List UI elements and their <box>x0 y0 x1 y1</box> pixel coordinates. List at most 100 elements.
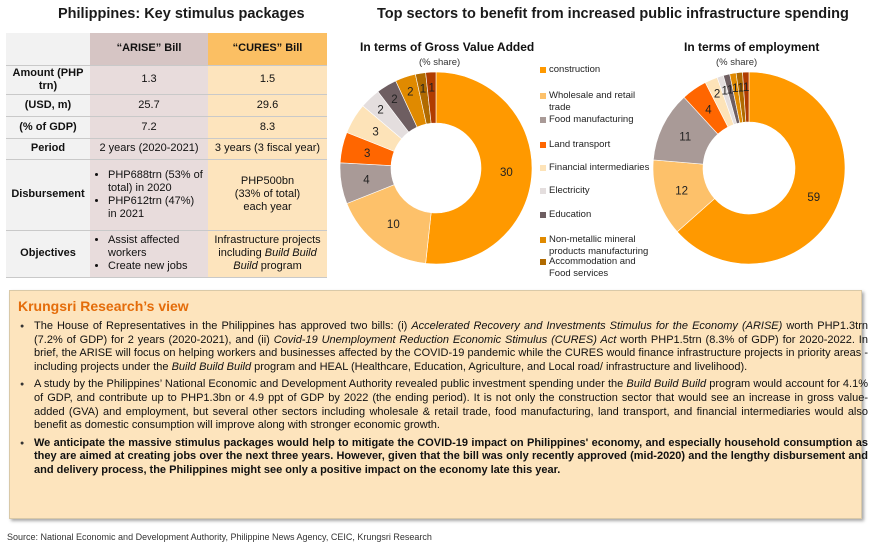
donut-data-label: 59 <box>807 192 820 204</box>
research-bullets: The House of Representatives in the Phil… <box>18 320 868 482</box>
text-italic: Accelerated Recovery and Investments Sti… <box>411 320 783 332</box>
row-label: Objectives <box>6 230 90 278</box>
cell-text-italic: Build Build Build <box>233 247 317 272</box>
legend-label: construction <box>549 64 601 75</box>
row-label: Amount (PHP trn) <box>6 65 90 95</box>
legend-swatch <box>540 188 546 194</box>
legend-item: Financial intermediaries <box>540 162 649 174</box>
donut-data-label: 1 <box>738 82 744 94</box>
donut-slice <box>425 71 437 124</box>
table-row: (% of GDP) 7.2 8.3 <box>6 116 327 139</box>
charts-title: Top sectors to benefit from increased pu… <box>377 6 849 22</box>
legend-label: Accommodation and Food services <box>549 256 636 279</box>
donut-data-label: 4 <box>705 105 712 117</box>
legend-label: Financial intermediaries <box>549 162 650 173</box>
donut-data-label: 1 <box>428 83 434 95</box>
donut-data-label: 10 <box>387 219 400 231</box>
text-italic: Build Build Build <box>626 378 707 391</box>
legend-swatch <box>540 142 546 148</box>
text: program and HEAL (Healthcare, Education,… <box>251 360 748 373</box>
legend-item: Food manufacturing <box>540 114 634 126</box>
list-item: PHP688trn (53% of total) in 2020 <box>108 169 204 195</box>
legend-item: Electricity <box>540 185 590 197</box>
text: The House of Representatives in the Phil… <box>34 320 412 332</box>
donut-data-label: 1 <box>722 86 728 98</box>
donut-slice <box>742 71 750 123</box>
list-item: PHP612trn (47%) in 2021 <box>108 195 204 221</box>
table-row: (USD, m) 25.7 29.6 <box>6 94 327 117</box>
research-bullet: A study by the Philippines’ National Eco… <box>20 378 869 432</box>
emp-chart-title: In terms of employment <box>684 40 820 54</box>
text-italic: Build Build Build <box>171 360 252 373</box>
gva-chart-title: In terms of Gross Value Added <box>360 40 535 54</box>
text: program would account for 4.1% of GDP, a… <box>34 378 869 432</box>
donut-data-label: 12 <box>675 185 688 197</box>
cell-line: PHP500bn <box>240 175 295 187</box>
donut-data-label: 30 <box>500 167 513 179</box>
legend-swatch <box>540 117 546 123</box>
donut-data-label: 11 <box>679 132 691 144</box>
source-note: Source: National Economic and Developmen… <box>7 532 432 542</box>
legend-label: Education <box>549 209 592 220</box>
legend-item: construction <box>540 64 600 76</box>
donut-data-label: 4 <box>363 174 370 186</box>
text: worth PHP1.3trn (7.2% of GDP) for 2 year… <box>34 320 869 346</box>
text-italic: Covid-19 Unemployment Reduction Economic… <box>273 333 617 346</box>
donut-slice <box>425 71 533 265</box>
legend-swatch <box>540 93 546 99</box>
table-title: Philippines: Key stimulus packages <box>58 6 305 22</box>
donut-data-label: 2 <box>407 87 413 99</box>
table-row-objectives: Objectives Assist affected workers Creat… <box>6 230 327 278</box>
stimulus-table: “ARISE” Bill “CURES” Bill Amount (PHP tr… <box>6 33 327 278</box>
research-bullet: The House of Representatives in the Phil… <box>20 320 869 374</box>
cell-cures: 29.6 <box>208 94 327 117</box>
research-view-box: Krungsri Research’s view The House of Re… <box>9 290 868 519</box>
cell-arise: 25.7 <box>90 94 208 117</box>
table-row: Period 2 years (2020-2021) 3 years (3 fi… <box>6 138 327 160</box>
legend-label: Land transport <box>549 139 611 150</box>
donut-data-label: 1 <box>732 83 738 95</box>
donut-data-label: 1 <box>420 84 426 96</box>
cell-arise: Assist affected workers Create new jobs <box>90 230 208 278</box>
text: worth PHP1.5trn (8.3% of GDP) for 2020-2… <box>34 333 868 373</box>
donut-data-label: 1 <box>727 84 733 96</box>
donut-data-label: 3 <box>372 127 378 139</box>
legend-item: Land transport <box>540 139 610 151</box>
header-corner <box>6 33 90 66</box>
cell-cures: 3 years (3 fiscal year) <box>208 138 327 160</box>
row-label: Disbursement <box>6 159 90 231</box>
legend-item: Education <box>540 209 591 221</box>
legend-swatch <box>540 237 546 243</box>
donut-data-label: 2 <box>391 94 397 106</box>
cell-text: program <box>257 260 302 272</box>
cell-text: Infrastructure projects including <box>214 234 321 259</box>
cell-arise: PHP688trn (53% of total) in 2020 PHP612t… <box>90 159 208 231</box>
donut-data-label: 1 <box>743 82 749 94</box>
legend-swatch <box>540 165 546 171</box>
list-item: Assist affected workers <box>108 234 204 260</box>
cell-arise: 7.2 <box>90 116 208 139</box>
donut-data-label: 2 <box>714 89 720 101</box>
cell-line: each year <box>243 201 292 213</box>
cell-cures: 1.5 <box>208 65 327 95</box>
donut-slice <box>676 71 846 265</box>
emp-share-label: (% share) <box>716 57 758 68</box>
cell-cures: 8.3 <box>208 116 327 139</box>
row-label: Period <box>6 138 90 160</box>
table-row: Amount (PHP trn) 1.3 1.5 <box>6 65 327 95</box>
header-cures: “CURES” Bill <box>208 33 327 66</box>
row-label: (USD, m) <box>6 94 90 117</box>
legend-swatch <box>540 259 546 265</box>
research-bullet-conclusion: We anticipate the massive stimulus packa… <box>20 437 868 478</box>
row-label: (% of GDP) <box>6 116 90 139</box>
cell-arise: 1.3 <box>90 65 208 95</box>
cell-line: (33% of total) <box>234 188 301 200</box>
cell-arise: 2 years (2020-2021) <box>90 138 208 160</box>
legend-item: Wholesale and retail trade <box>540 90 652 114</box>
legend-item: Accommodation and Food services <box>540 256 652 280</box>
research-title: Krungsri Research’s view <box>18 298 189 314</box>
table-row-disbursement: Disbursement PHP688trn (53% of total) in… <box>6 159 327 231</box>
legend-item: Non-metallic mineral products manufactur… <box>540 234 652 258</box>
table-header-row: “ARISE” Bill “CURES” Bill <box>6 33 327 66</box>
